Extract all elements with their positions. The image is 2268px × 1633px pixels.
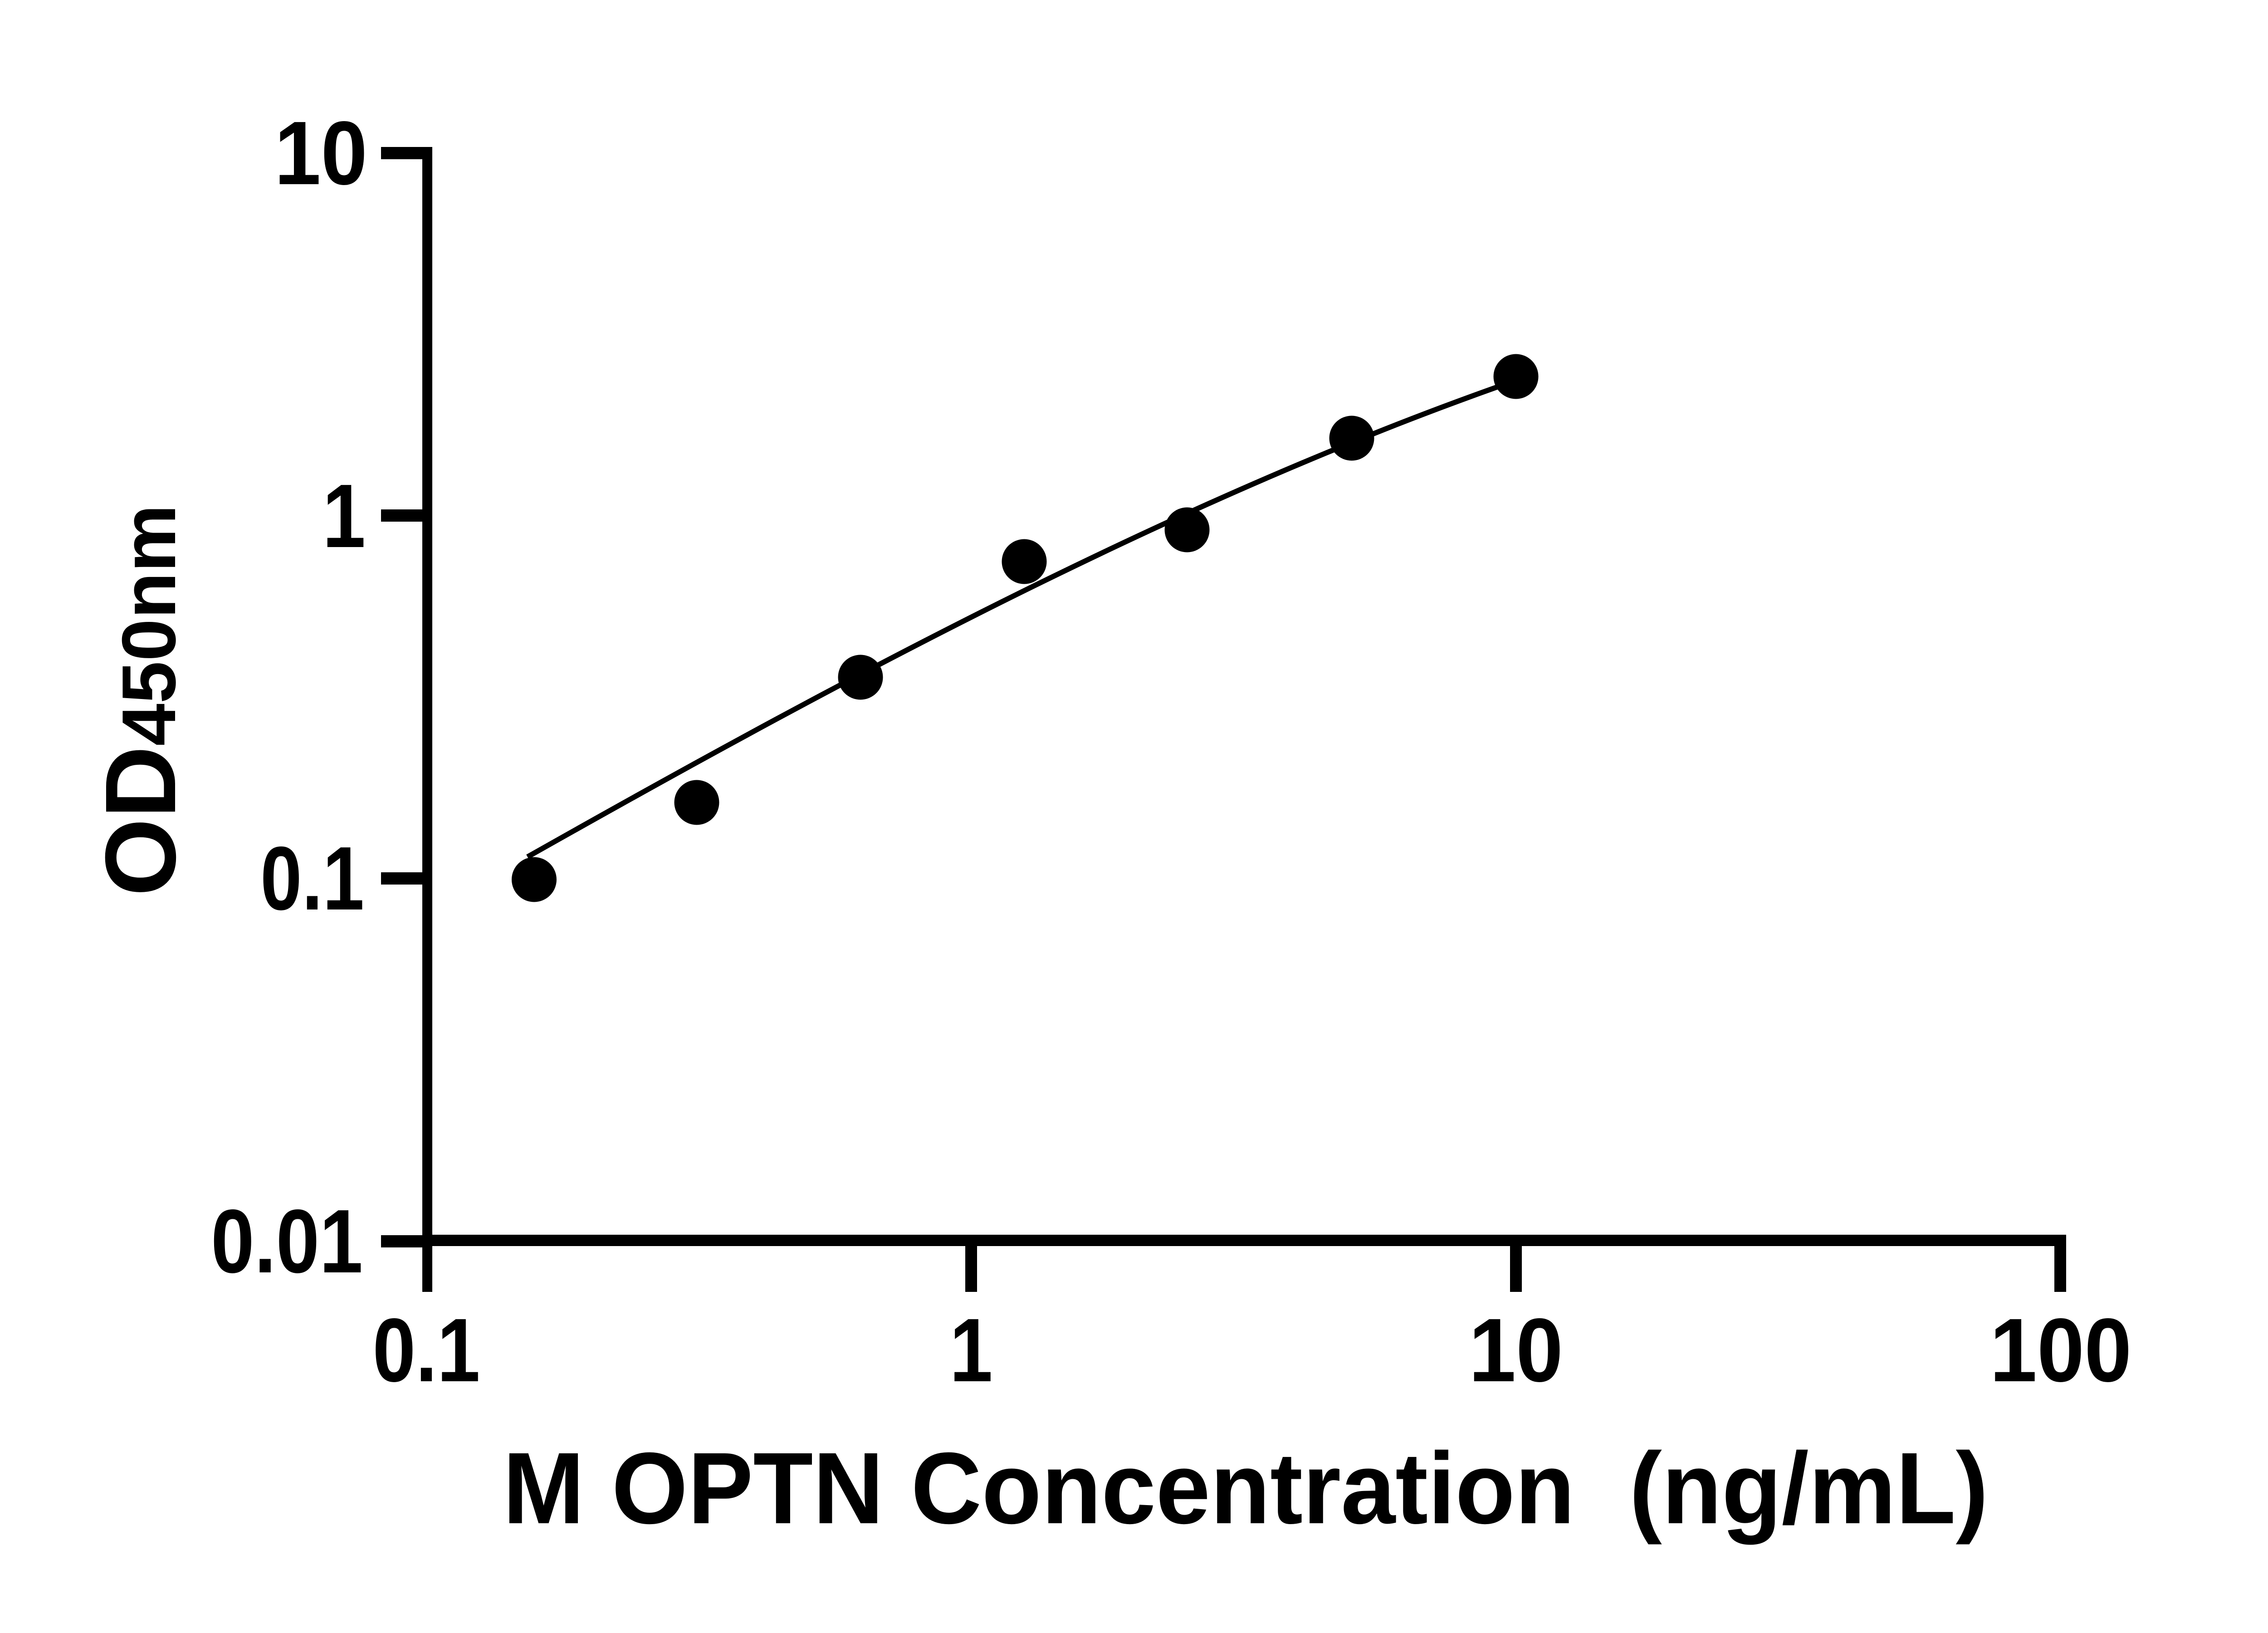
svg-text:0.1: 0.1 [260, 828, 364, 929]
svg-text:M OPTN Concentration (ng/mL): M OPTN Concentration (ng/mL) [503, 1432, 1989, 1545]
svg-text:100: 100 [1990, 1300, 2132, 1401]
svg-text:OD450nm: OD450nm [84, 504, 196, 896]
svg-text:0.01: 0.01 [211, 1191, 363, 1292]
svg-text:1: 1 [323, 466, 366, 567]
svg-text:10: 10 [1469, 1300, 1563, 1401]
svg-text:10: 10 [274, 103, 367, 204]
svg-text:0.1: 0.1 [373, 1300, 480, 1401]
svg-text:1: 1 [950, 1300, 993, 1401]
